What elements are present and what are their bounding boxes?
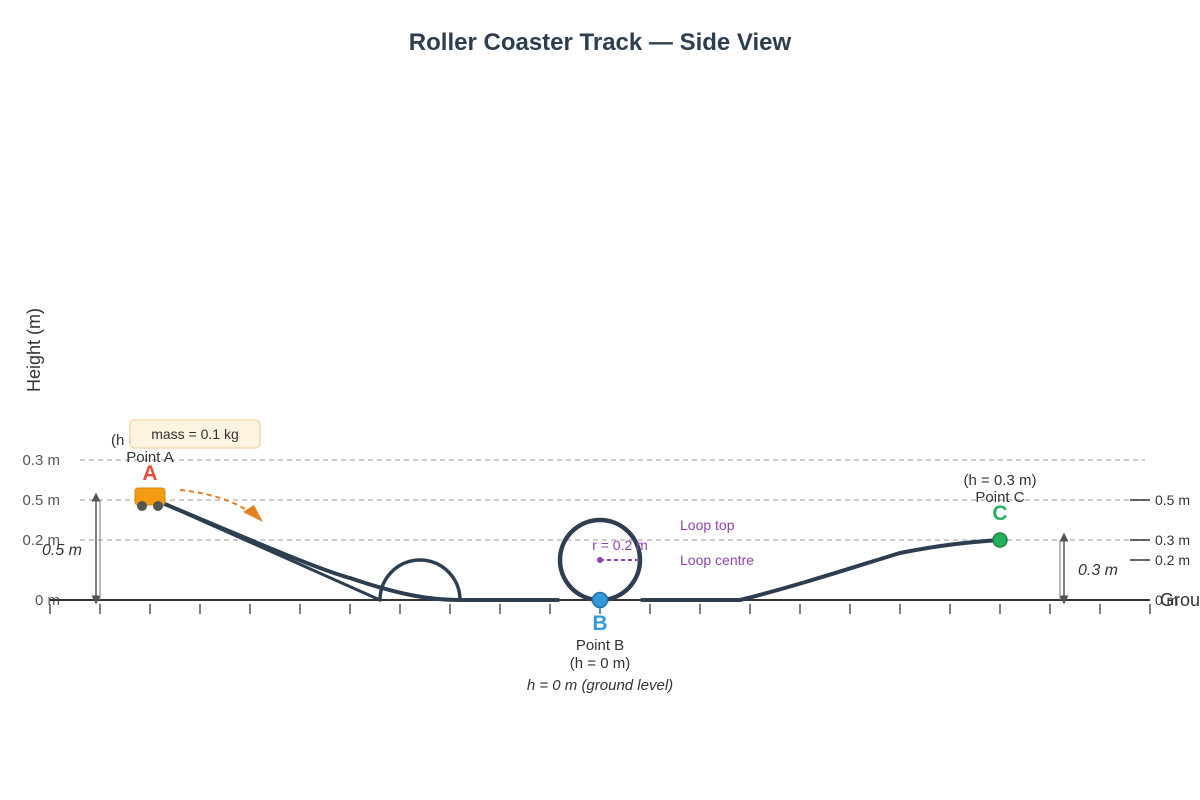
radius-label: r = 0.2 m <box>592 537 648 553</box>
mass-box <box>129 419 261 449</box>
cart-wheel <box>137 501 147 511</box>
point-c-marker <box>992 532 1008 548</box>
right-scale <box>1130 499 1150 601</box>
point-c-height: (h = 0.3 m) <box>964 472 1037 489</box>
point-c-letter: C <box>992 502 1007 525</box>
loop-centre-label: Loop centre <box>680 552 754 568</box>
cart-wheel <box>153 501 163 511</box>
right-level-label: 0.2 m <box>1155 552 1190 568</box>
y-axis-label: Height (m) <box>24 308 44 392</box>
right-level-label: 0 m <box>1155 592 1178 608</box>
point-b-marker <box>591 591 609 609</box>
ground-label: Ground <box>1160 590 1200 610</box>
level-label: 0.5 m <box>22 492 60 509</box>
dimension-label: 0.5 m <box>42 542 82 559</box>
loop-top-label: Loop top <box>680 517 735 533</box>
point-b-name: Point B <box>576 637 624 654</box>
point-b-height: (h = 0 m) <box>570 655 630 672</box>
point-a-letter: A <box>142 462 157 485</box>
right-level-label: 0.3 m <box>1155 532 1190 548</box>
level-label: 0.3 m <box>22 452 60 469</box>
point-c-name: Point C <box>975 489 1024 506</box>
cart <box>134 487 166 506</box>
track <box>158 500 1002 603</box>
motion-arrowhead <box>243 505 263 522</box>
level-label: 0 m <box>35 592 60 609</box>
point-b-letter: B <box>592 612 607 635</box>
loop-centre <box>597 557 603 563</box>
mass-label: mass = 0.1 kg <box>151 426 239 442</box>
level-label: 0.2 m <box>22 532 60 549</box>
title: Roller Coaster Track — Side View <box>409 29 792 56</box>
ground-note: h = 0 m (ground level) <box>527 677 673 694</box>
dimension-label: 0.3 m <box>1078 562 1118 579</box>
right-level-label: 0.5 m <box>1155 492 1190 508</box>
ground-ticks <box>49 604 1151 614</box>
level-lines <box>80 459 1145 541</box>
point-a-name: Point A <box>126 449 174 466</box>
